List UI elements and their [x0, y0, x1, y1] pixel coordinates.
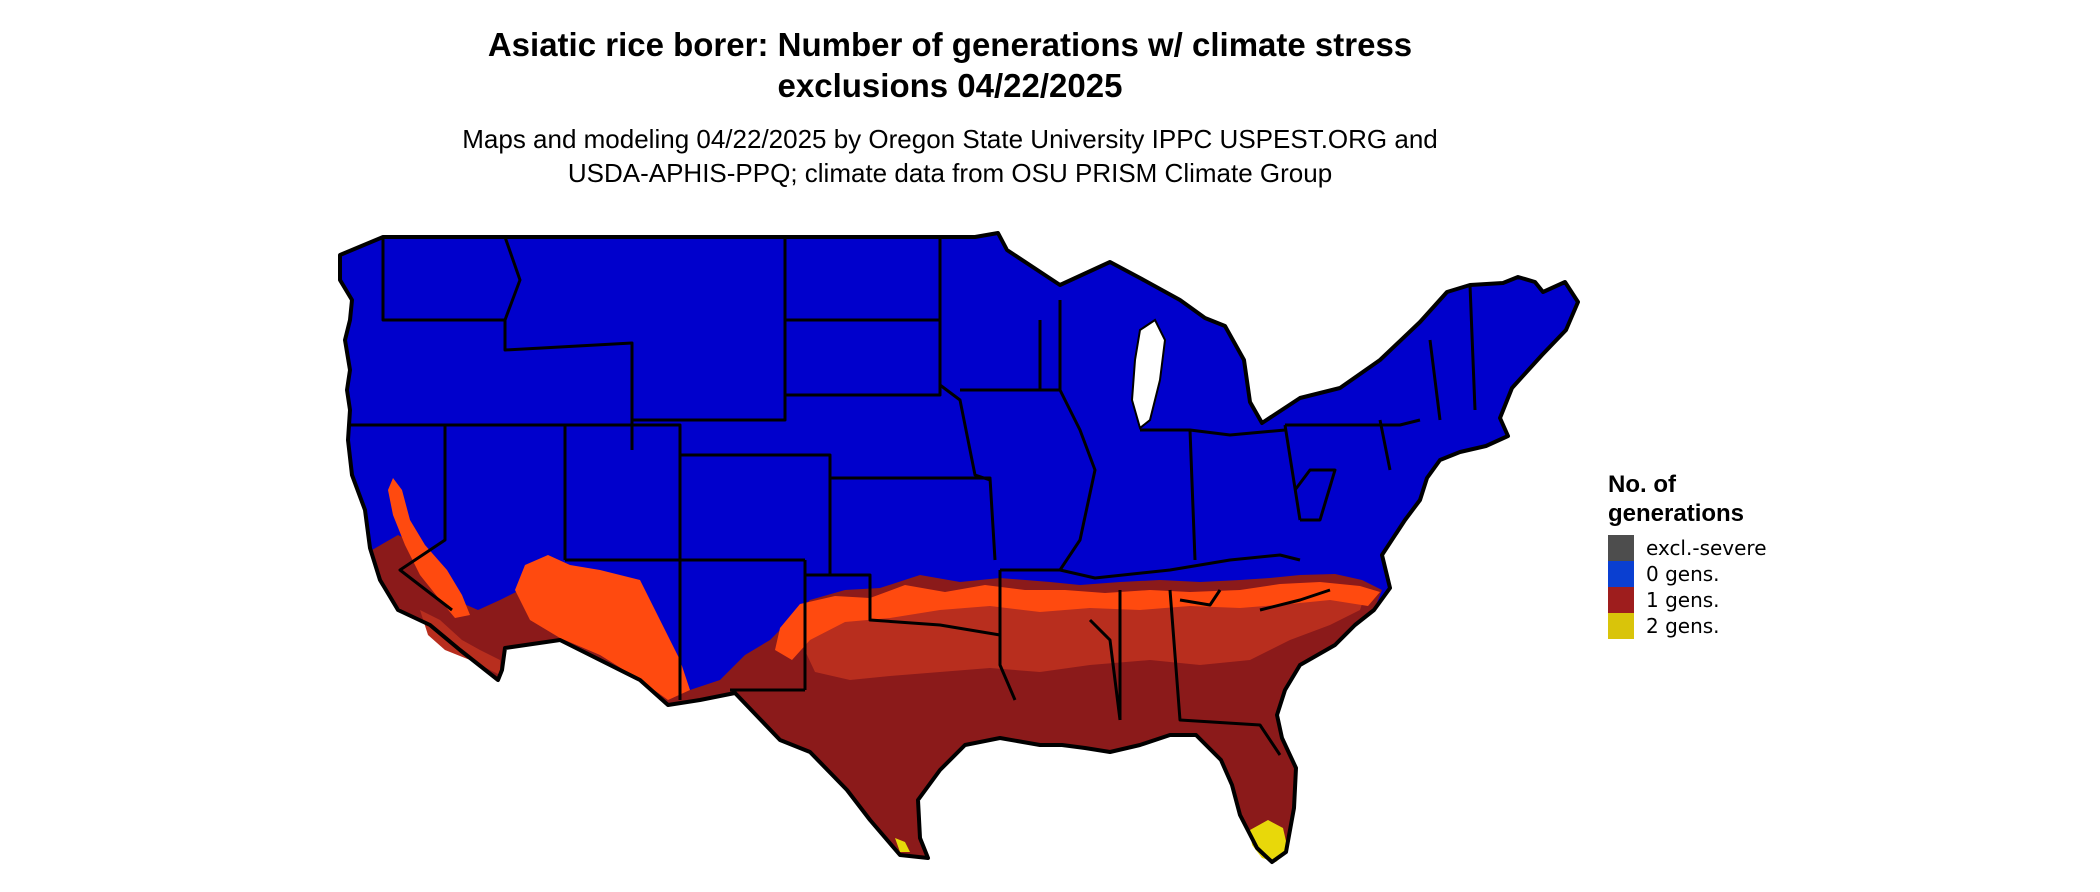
- legend-label: 0 gens.: [1646, 562, 1720, 586]
- map-subtitle-line1: Maps and modeling 04/22/2025 by Oregon S…: [462, 124, 1438, 154]
- legend: No. of generations excl.-severe 0 gens. …: [1608, 470, 1808, 639]
- legend-label: excl.-severe: [1646, 536, 1767, 560]
- legend-item: excl.-severe: [1608, 535, 1808, 561]
- legend-items: excl.-severe 0 gens. 1 gens. 2 gens.: [1608, 535, 1808, 639]
- legend-label: 2 gens.: [1646, 614, 1720, 638]
- legend-label: 1 gens.: [1646, 588, 1720, 612]
- one-gen-california-valley: [388, 478, 470, 618]
- legend-item: 0 gens.: [1608, 561, 1808, 587]
- one-gen-region-mid: [800, 590, 1365, 680]
- legend-swatch: [1608, 535, 1634, 561]
- us-landmass: [340, 233, 1578, 862]
- legend-title: No. of generations: [1608, 470, 1808, 528]
- map-title-line2: exclusions 04/22/2025: [777, 67, 1123, 104]
- lake-michigan: [1130, 318, 1167, 430]
- map-title-line1: Asiatic rice borer: Number of generation…: [487, 26, 1413, 63]
- legend-swatch: [1608, 561, 1634, 587]
- legend-item: 2 gens.: [1608, 613, 1808, 639]
- legend-swatch: [1608, 613, 1634, 639]
- legend-swatch: [1608, 587, 1634, 613]
- one-gen-region-light: [775, 582, 1380, 660]
- map-subtitle-line2: USDA-APHIS-PPQ; climate data from OSU PR…: [567, 158, 1333, 188]
- map-subtitle: Maps and modeling 04/22/2025 by Oregon S…: [0, 122, 1900, 190]
- two-gen-region-texas: [895, 838, 910, 852]
- legend-item: 1 gens.: [1608, 587, 1808, 613]
- national-outline: [338, 231, 1580, 864]
- legend-title-line1: No. of: [1608, 471, 1676, 498]
- map-title: Asiatic rice borer: Number of generation…: [0, 24, 1900, 106]
- legend-title-line2: generations: [1608, 500, 1745, 527]
- one-gen-arizona-fringe: [515, 555, 690, 700]
- state-borders: [350, 236, 1477, 756]
- one-gen-socal: [420, 610, 500, 675]
